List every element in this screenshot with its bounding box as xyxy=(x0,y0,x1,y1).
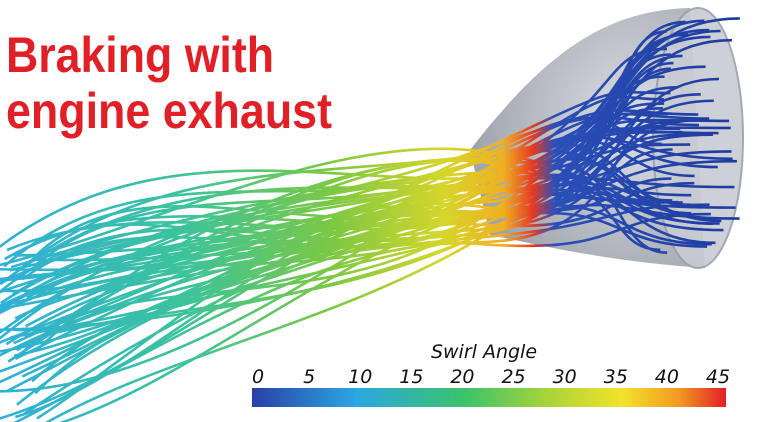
colorbar-tick-label: 15 xyxy=(399,366,423,388)
colorbar-tick-label: 10 xyxy=(348,366,372,388)
colorbar-tick-label: 35 xyxy=(604,366,628,388)
colorbar-label: Swirl Angle xyxy=(431,341,537,363)
colorbar-tick-label: 30 xyxy=(553,366,577,388)
colorbar-tick-label: 40 xyxy=(655,366,679,388)
figure: Braking with engine exhaust Swirl Angle … xyxy=(0,0,762,422)
colorbar-tick-label: 5 xyxy=(303,366,315,388)
colorbar-tick-label: 45 xyxy=(706,366,730,388)
colorbar-tick-label: 20 xyxy=(450,366,474,388)
colorbar-tick-label: 25 xyxy=(501,366,525,388)
colorbar xyxy=(252,388,726,407)
colorbar-ticks: 0 5 10 15 20 25 30 35 40 45 xyxy=(252,366,730,388)
title-line: engine exhaust xyxy=(6,83,332,139)
title-line: Braking with xyxy=(6,27,274,83)
colorbar-tick-label: 0 xyxy=(252,366,264,388)
